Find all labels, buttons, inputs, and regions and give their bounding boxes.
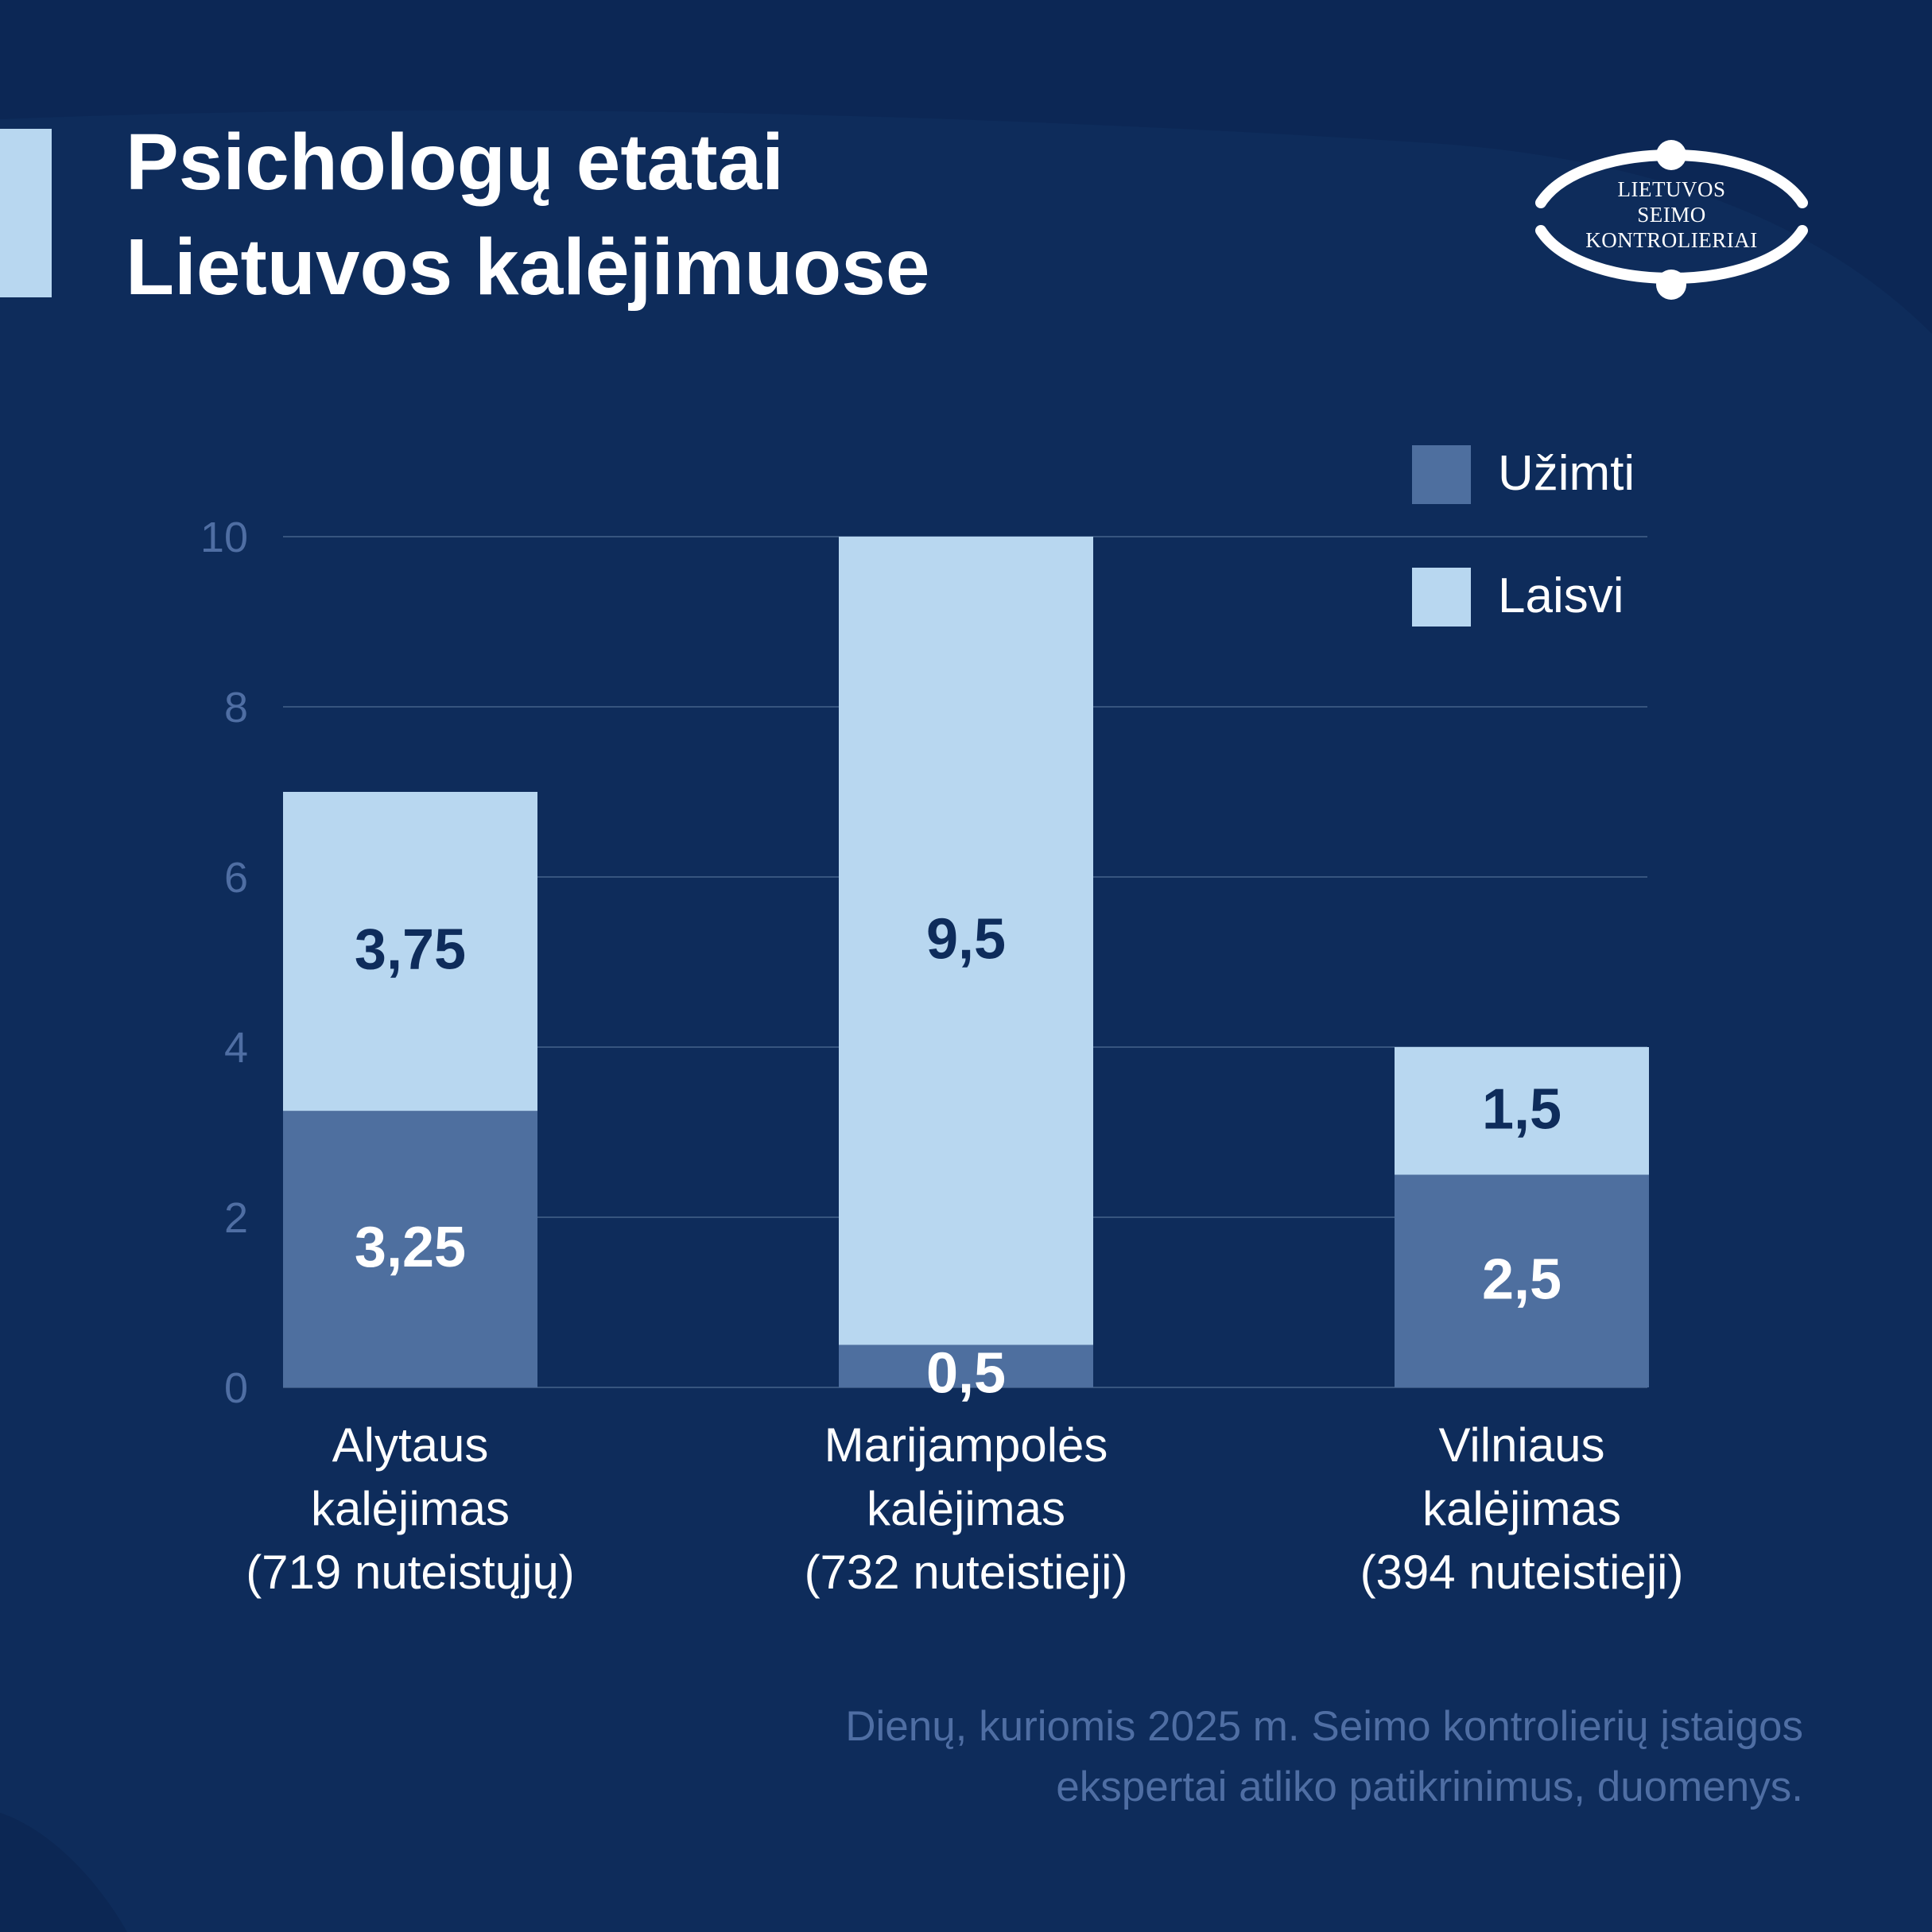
title-accent-bar	[0, 129, 52, 297]
x-axis-categories: Alytaus kalėjimas (719 nuteistųjų) Marijamp…	[246, 1418, 1683, 1599]
x-category-line: Marijampolės	[824, 1418, 1108, 1472]
y-tick-label-6: 6	[224, 854, 248, 902]
x-category-line: Alytaus	[332, 1418, 489, 1472]
bar-value-label-vacant-0: 3,75	[355, 918, 466, 982]
title-line-1: Psichologų etatai	[126, 118, 784, 207]
bar-value-labels: 3,25 3,75 0,5 9,5 2,5 1,5	[355, 907, 1562, 1405]
bar-value-label-vacant-1: 9,5	[926, 907, 1006, 971]
logo-line-1: LIETUVOS	[1617, 177, 1726, 201]
bar-value-label-occupied-1: 0,5	[926, 1342, 1006, 1406]
legend-swatch-occupied	[1412, 445, 1471, 504]
y-tick-label-10: 10	[200, 514, 248, 561]
y-tick-label-0: 0	[224, 1364, 248, 1412]
x-category-line: kalėjimas	[1422, 1482, 1621, 1535]
bar-vacant-0	[283, 792, 537, 1111]
source-note: Dienų, kuriomis 2025 m. Seimo kontrolier…	[845, 1697, 1803, 1818]
bar-occupied-1	[839, 1344, 1093, 1387]
source-line-1: Dienų, kuriomis 2025 m. Seimo kontrolier…	[845, 1703, 1803, 1750]
x-category-line: (719 nuteistųjų)	[246, 1546, 575, 1599]
bars	[283, 537, 1649, 1387]
logo-text: LIETUVOS SEIMO KONTROLIERIAI	[1534, 177, 1809, 253]
x-category-line: kalėjimas	[867, 1482, 1065, 1535]
y-tick-label-2: 2	[224, 1194, 248, 1242]
bar-vacant-2	[1395, 1047, 1649, 1175]
y-tick-label-8: 8	[224, 684, 248, 731]
x-category-line: (394 nuteistieji)	[1360, 1546, 1684, 1599]
x-category-line: Vilniaus	[1438, 1418, 1604, 1472]
legend: Užimti Laisvi	[1412, 445, 1635, 627]
x-category-label-2: Vilniaus kalėjimas (394 nuteistieji)	[1360, 1418, 1684, 1599]
y-tick-label-4: 4	[224, 1024, 248, 1072]
legend-swatch-vacant	[1412, 568, 1471, 627]
legend-label-vacant: Laisvi	[1498, 568, 1624, 623]
source-line-2: ekspertai atliko patikrinimus, duomenys.	[1056, 1763, 1803, 1810]
title-line-2: Lietuvos kalėjimuose	[126, 223, 930, 312]
x-category-label-0: Alytaus kalėjimas (719 nuteistųjų)	[246, 1418, 575, 1599]
bar-occupied-2	[1395, 1174, 1649, 1387]
bar-value-label-occupied-0: 3,25	[355, 1216, 466, 1279]
legend-label-occupied: Užimti	[1498, 446, 1635, 501]
bar-value-label-occupied-2: 2,5	[1482, 1247, 1562, 1311]
logo-line-2: SEIMO	[1637, 203, 1706, 227]
x-category-line: kalėjimas	[311, 1482, 510, 1535]
x-category-label-1: Marijampolės kalėjimas (732 nuteistieji)	[805, 1418, 1128, 1599]
bar-vacant-1	[839, 537, 1093, 1345]
logo-line-3: KONTROLIERIAI	[1585, 228, 1758, 252]
bar-value-label-vacant-2: 1,5	[1482, 1077, 1562, 1141]
page-title: Psichologų etatai Lietuvos kalėjimuose	[126, 110, 929, 320]
seimo-kontrolieriai-logo	[1535, 140, 1808, 300]
y-axis-ticks: 0 2 4 6 8 10	[200, 514, 248, 1412]
bar-occupied-0	[283, 1111, 537, 1387]
x-category-line: (732 nuteistieji)	[805, 1546, 1128, 1599]
